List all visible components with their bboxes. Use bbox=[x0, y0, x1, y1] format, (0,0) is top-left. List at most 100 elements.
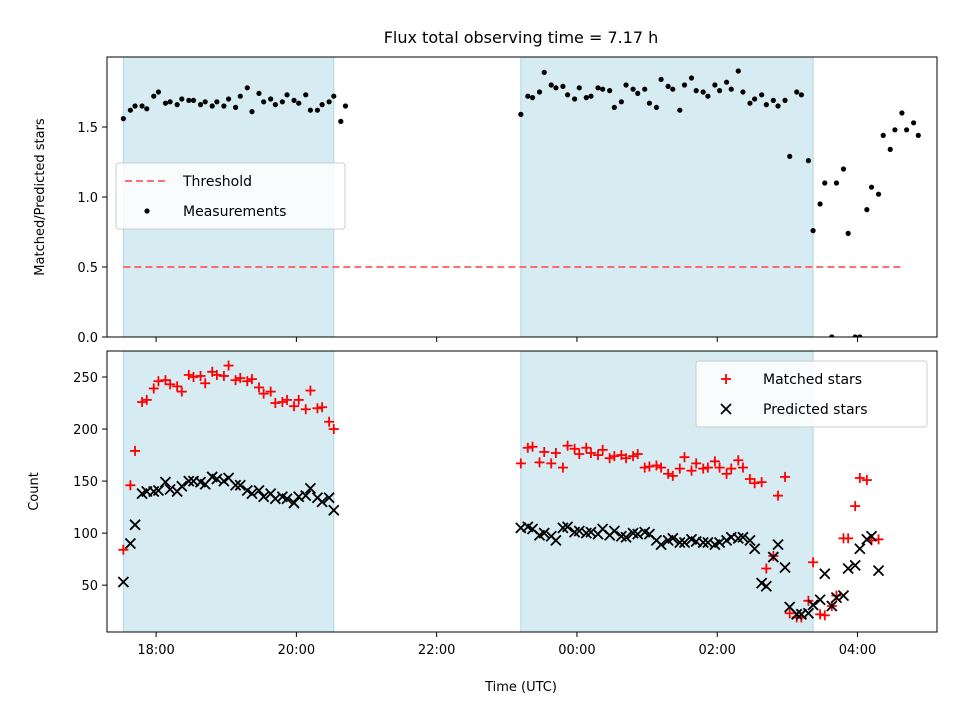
measurement-point bbox=[840, 166, 847, 172]
matched-star-point bbox=[317, 402, 328, 413]
y-tick-label: 250 bbox=[73, 371, 98, 386]
x-tick-label: 04:00 bbox=[839, 643, 876, 658]
measurement-point bbox=[525, 93, 531, 99]
matched-star-point bbox=[176, 386, 187, 397]
predicted-star-point bbox=[117, 576, 130, 588]
measurement-point bbox=[880, 132, 886, 138]
matched-star-point bbox=[651, 460, 662, 471]
matched-star-point bbox=[230, 375, 241, 386]
measurement-point bbox=[197, 102, 204, 108]
measurement-point bbox=[583, 95, 589, 101]
predicted-star-point bbox=[678, 536, 691, 549]
matched-star-point bbox=[679, 452, 690, 463]
measurement-point bbox=[787, 153, 793, 159]
measurement-point bbox=[209, 103, 215, 109]
matched-star-point bbox=[749, 478, 760, 489]
matched-star-point bbox=[628, 451, 639, 462]
legend: Matched stars Predicted stars bbox=[695, 360, 928, 428]
matched-star-point bbox=[639, 462, 650, 473]
measurement-point bbox=[904, 127, 910, 133]
matched-star-point bbox=[300, 404, 311, 415]
measurement-point bbox=[572, 96, 578, 102]
matched-star-point bbox=[569, 443, 580, 454]
matched-star-point bbox=[819, 610, 830, 621]
matched-star-point bbox=[773, 490, 784, 501]
measurement-point bbox=[296, 100, 302, 106]
matched-star-point bbox=[153, 376, 164, 387]
measurement-point bbox=[658, 76, 664, 82]
matched-star-point bbox=[324, 416, 335, 427]
predicted-star-point bbox=[269, 493, 281, 505]
measurement-point bbox=[611, 104, 617, 110]
predicted-star-point bbox=[826, 600, 838, 612]
matched-star-point bbox=[632, 449, 643, 460]
measurement-point bbox=[728, 86, 734, 92]
measurement-point bbox=[314, 107, 321, 113]
predicted-star-point bbox=[632, 528, 644, 540]
matched-star-point bbox=[515, 458, 526, 469]
measurement-point bbox=[681, 82, 688, 88]
x-tick-label: 02:00 bbox=[698, 643, 735, 658]
legend-predicted-label: Predicted stars bbox=[763, 402, 868, 418]
measurement-point bbox=[576, 85, 582, 91]
measurement-point bbox=[868, 184, 875, 190]
measurement-point bbox=[144, 106, 150, 112]
y-axis-label: Matched/Predicted stars bbox=[33, 118, 48, 276]
legend-box bbox=[115, 162, 346, 230]
y-tick-label: 200 bbox=[73, 423, 98, 438]
predicted-star-point bbox=[819, 568, 831, 580]
measurement-point bbox=[167, 99, 173, 105]
matched-star-point bbox=[644, 461, 655, 472]
matched-star-point bbox=[218, 370, 229, 381]
legend-threshold-label: Threshold bbox=[182, 174, 252, 190]
plot-area bbox=[117, 351, 885, 632]
legend-matched-label: Matched stars bbox=[763, 372, 862, 388]
measurement-point bbox=[770, 97, 776, 103]
measurement-point bbox=[291, 97, 297, 103]
measurement-point bbox=[186, 97, 192, 103]
matched-star-point bbox=[714, 462, 725, 473]
measurement-point bbox=[705, 93, 711, 99]
matched-star-point bbox=[137, 396, 148, 407]
measurement-point bbox=[174, 102, 180, 108]
measurement-point bbox=[179, 96, 185, 102]
measurement-point bbox=[225, 96, 232, 102]
measurement-point bbox=[716, 88, 723, 94]
matched-star-point bbox=[270, 398, 281, 409]
measurement-point bbox=[303, 92, 309, 98]
top-panel-ratio: 0.0 0.5 1.0 1.5 Matched/Predicted stars Thres… bbox=[33, 56, 938, 346]
matched-star-point bbox=[527, 441, 538, 452]
measurement-point bbox=[338, 118, 344, 124]
matched-star-point bbox=[709, 456, 720, 467]
predicted-star-point bbox=[667, 532, 679, 544]
measurement-point bbox=[805, 158, 812, 164]
measurement-point bbox=[763, 102, 769, 108]
measurement-point bbox=[319, 102, 325, 108]
measurement-point bbox=[600, 86, 606, 92]
matched-star-point bbox=[328, 424, 339, 435]
predicted-star-point bbox=[124, 537, 137, 550]
x-tick-label: 22:00 bbox=[418, 643, 455, 658]
predicted-star-point bbox=[328, 504, 340, 516]
measurement-point bbox=[794, 89, 800, 95]
matched-star-point bbox=[183, 369, 194, 380]
matched-star-point bbox=[861, 475, 872, 486]
measurement-point bbox=[214, 99, 220, 105]
matched-star-point bbox=[663, 468, 674, 479]
matched-star-point bbox=[235, 373, 246, 384]
measurement-point bbox=[817, 201, 823, 207]
measurement-point bbox=[623, 82, 629, 88]
matched-star-point bbox=[289, 401, 300, 412]
matched-star-point bbox=[148, 383, 159, 394]
matched-star-point bbox=[305, 385, 316, 396]
x-tick-label: 18:00 bbox=[137, 643, 174, 658]
matched-star-point bbox=[656, 462, 667, 473]
legend-box bbox=[695, 360, 928, 428]
matched-star-point bbox=[211, 369, 222, 380]
predicted-star-point bbox=[164, 483, 176, 496]
predicted-star-point bbox=[211, 473, 223, 485]
matched-star-point bbox=[265, 386, 276, 397]
predicted-star-point bbox=[585, 526, 597, 538]
matched-star-point bbox=[843, 533, 854, 544]
